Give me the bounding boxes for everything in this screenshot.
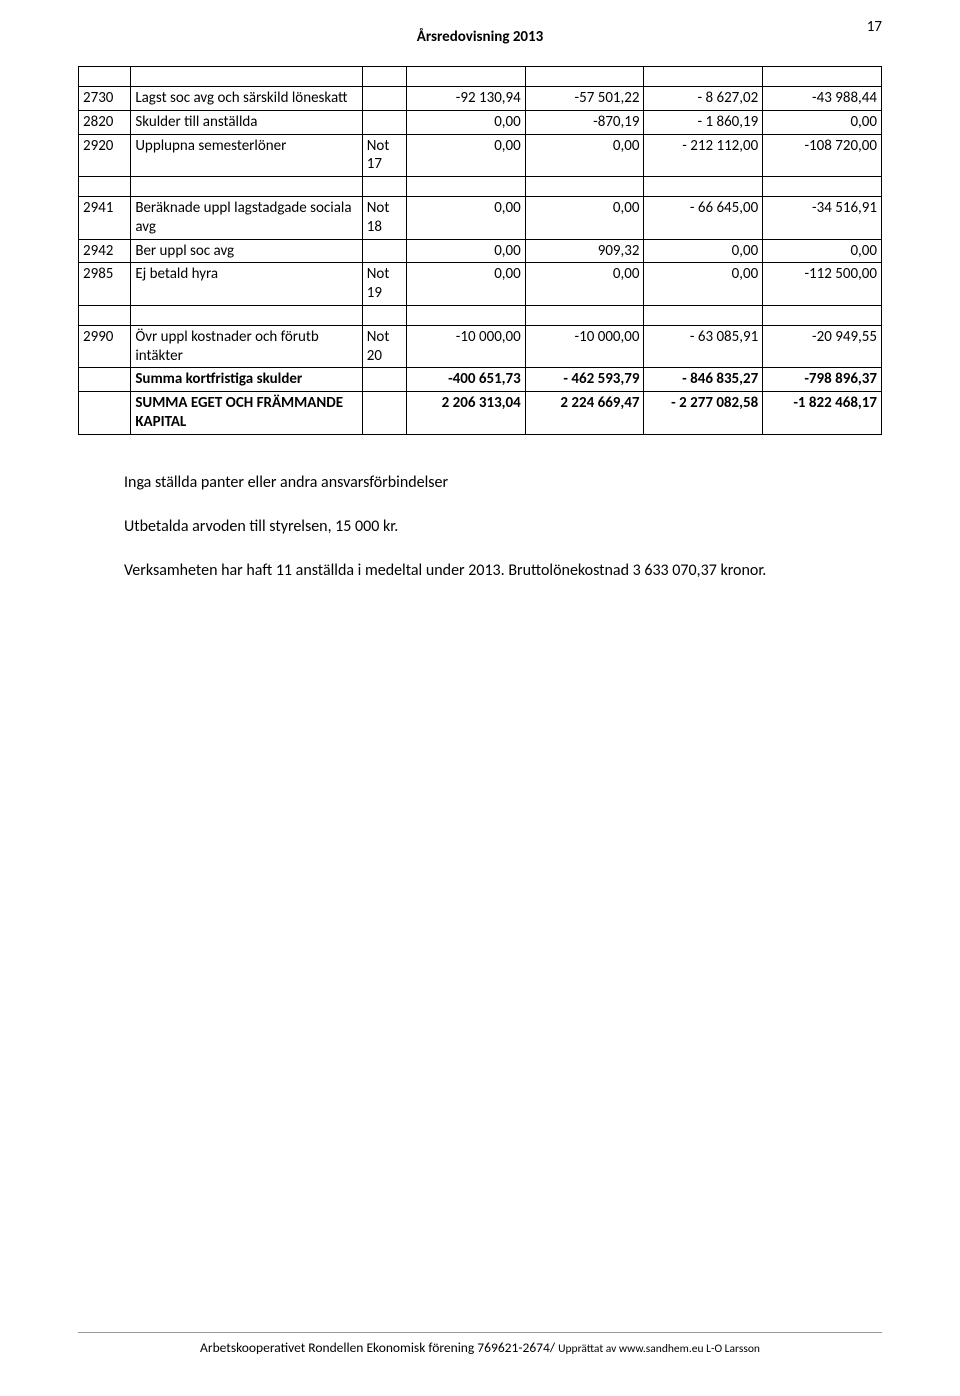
row-c1: -400 651,73 xyxy=(407,368,526,392)
row-c1: 2 206 313,04 xyxy=(407,392,526,435)
table-row: SUMMA EGET OCH FRÄMMANDE KAPITAL 2 206 31… xyxy=(79,392,882,435)
row-c2: 2 224 669,47 xyxy=(525,392,644,435)
row-c1: 0,00 xyxy=(407,197,526,240)
row-c3: 0,00 xyxy=(644,239,763,263)
row-c1: 0,00 xyxy=(407,263,526,306)
row-note: Not 20 xyxy=(362,325,406,368)
row-c2: 0,00 xyxy=(525,263,644,306)
table-row: 2941Beräknade uppl lagstadgade sociala a… xyxy=(79,197,882,240)
note-arvoden: Utbetalda arvoden till styrelsen, 15 000… xyxy=(124,515,882,539)
row-desc: Ber uppl soc avg xyxy=(131,239,362,263)
note-anstallda: Verksamheten har haft 11 anställda i med… xyxy=(124,559,882,583)
row-c2: -57 501,22 xyxy=(525,87,644,111)
footer-small: Upprättat av www.sandhem.eu L-O Larsson xyxy=(558,1342,760,1356)
row-c2: 909,32 xyxy=(525,239,644,263)
row-note xyxy=(362,239,406,263)
row-c1: 0,00 xyxy=(407,110,526,134)
row-code: 2990 xyxy=(79,325,131,368)
row-code xyxy=(79,368,131,392)
row-note: Not 17 xyxy=(362,134,406,177)
row-c3: - 63 085,91 xyxy=(644,325,763,368)
doc-header: Årsredovisning 2013 xyxy=(0,0,960,46)
row-note xyxy=(362,87,406,111)
row-desc: Ej betald hyra xyxy=(131,263,362,306)
content-area: 2730Lagst soc avg och särskild löneskatt… xyxy=(0,46,960,583)
header-title: Årsredovisning 2013 xyxy=(417,28,543,46)
row-note: Not 18 xyxy=(362,197,406,240)
row-c3: - 2 277 082,58 xyxy=(644,392,763,435)
row-c4: -108 720,00 xyxy=(763,134,882,177)
row-c4: -43 988,44 xyxy=(763,87,882,111)
footer-main: Arbetskooperativet Rondellen Ekonomisk f… xyxy=(200,1339,558,1356)
spacer-row xyxy=(79,177,882,197)
row-c4: -20 949,55 xyxy=(763,325,882,368)
row-c3: - 212 112,00 xyxy=(644,134,763,177)
row-c3: - 846 835,27 xyxy=(644,368,763,392)
spacer-row xyxy=(79,67,882,87)
row-c3: - 66 645,00 xyxy=(644,197,763,240)
row-desc: Skulder till anställda xyxy=(131,110,362,134)
row-desc: Summa kortfristiga skulder xyxy=(131,368,362,392)
row-note xyxy=(362,392,406,435)
table-row: 2990Övr uppl kostnader och förutb intäkt… xyxy=(79,325,882,368)
spacer-row xyxy=(79,305,882,325)
row-c2: - 462 593,79 xyxy=(525,368,644,392)
row-c1: -92 130,94 xyxy=(407,87,526,111)
row-desc: Upplupna semesterlöner xyxy=(131,134,362,177)
row-code: 2730 xyxy=(79,87,131,111)
row-c4: 0,00 xyxy=(763,110,882,134)
row-c2: 0,00 xyxy=(525,134,644,177)
table-row: Summa kortfristiga skulder -400 651,73- 4… xyxy=(79,368,882,392)
row-c2: 0,00 xyxy=(525,197,644,240)
note-panter: Inga ställda panter eller andra ansvarsf… xyxy=(124,471,882,495)
row-c2: -870,19 xyxy=(525,110,644,134)
row-code: 2985 xyxy=(79,263,131,306)
row-desc: Beräknade uppl lagstadgade sociala avg xyxy=(131,197,362,240)
row-note xyxy=(362,368,406,392)
row-note: Not 19 xyxy=(362,263,406,306)
row-c1: 0,00 xyxy=(407,239,526,263)
table-row: 2985Ej betald hyraNot 190,000,000,00-112… xyxy=(79,263,882,306)
row-c4: -112 500,00 xyxy=(763,263,882,306)
table-row: 2730Lagst soc avg och särskild löneskatt… xyxy=(79,87,882,111)
row-desc: Lagst soc avg och särskild löneskatt xyxy=(131,87,362,111)
page-footer: Arbetskooperativet Rondellen Ekonomisk f… xyxy=(78,1332,882,1356)
row-c3: - 1 860,19 xyxy=(644,110,763,134)
row-c1: 0,00 xyxy=(407,134,526,177)
row-c3: 0,00 xyxy=(644,263,763,306)
row-code xyxy=(79,392,131,435)
page-number: 17 xyxy=(867,18,882,36)
row-desc: Övr uppl kostnader och förutb intäkter xyxy=(131,325,362,368)
row-c4: -1 822 468,17 xyxy=(763,392,882,435)
row-c4: -798 896,37 xyxy=(763,368,882,392)
row-desc: SUMMA EGET OCH FRÄMMANDE KAPITAL xyxy=(131,392,362,435)
row-c4: 0,00 xyxy=(763,239,882,263)
table-row: 2820Skulder till anställda0,00-870,19- 1… xyxy=(79,110,882,134)
row-c3: - 8 627,02 xyxy=(644,87,763,111)
row-code: 2920 xyxy=(79,134,131,177)
row-c1: -10 000,00 xyxy=(407,325,526,368)
row-code: 2941 xyxy=(79,197,131,240)
row-c4: -34 516,91 xyxy=(763,197,882,240)
row-code: 2820 xyxy=(79,110,131,134)
financial-table: 2730Lagst soc avg och särskild löneskatt… xyxy=(78,66,882,435)
table-row: 2942Ber uppl soc avg0,00909,320,000,00 xyxy=(79,239,882,263)
notes-section: Inga ställda panter eller andra ansvarsf… xyxy=(78,471,882,583)
row-c2: -10 000,00 xyxy=(525,325,644,368)
row-note xyxy=(362,110,406,134)
row-code: 2942 xyxy=(79,239,131,263)
table-row: 2920Upplupna semesterlönerNot 170,000,00… xyxy=(79,134,882,177)
